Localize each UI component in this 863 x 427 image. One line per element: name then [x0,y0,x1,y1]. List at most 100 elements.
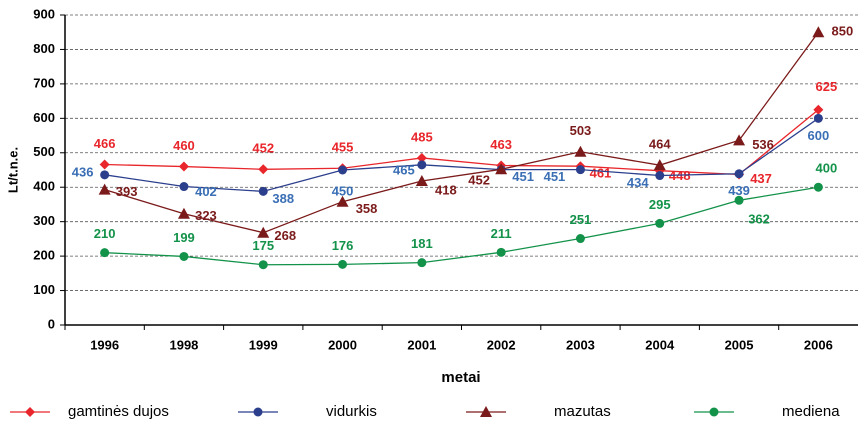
data-label: 460 [173,138,195,153]
data-label: 451 [544,169,566,184]
data-point [417,160,427,170]
y-tick-label: 200 [33,248,55,263]
data-point [812,26,825,38]
data-label: 323 [195,208,217,223]
data-label: 388 [272,191,294,206]
data-label: 439 [728,183,750,198]
data-label: 503 [570,123,592,138]
data-label: 358 [356,201,378,216]
data-label: 463 [490,137,512,152]
data-point [178,161,189,172]
data-point [734,169,744,179]
data-label: 176 [332,238,354,253]
x-tick-label: 2001 [407,337,436,352]
data-point [179,182,189,192]
data-point [336,195,349,207]
data-label: 452 [252,141,274,156]
data-label: 199 [173,230,195,245]
data-label: 210 [94,226,116,241]
data-label: 450 [332,183,354,198]
data-point [813,182,823,192]
data-point [257,226,270,238]
data-point [258,186,268,196]
series-line [104,117,819,193]
data-point [177,207,190,219]
x-tick-label: 1996 [90,337,119,352]
data-label: 393 [116,184,138,199]
x-axis-label: metai [441,369,480,386]
series-line [104,186,819,266]
data-label: 464 [649,137,671,152]
data-label: 181 [411,236,433,251]
data-label: 850 [831,24,853,39]
y-tick-label: 0 [48,316,55,331]
data-point [653,159,666,171]
y-tick-label: 800 [33,41,55,56]
legend-text: mazutas [554,403,611,420]
legend-marker [480,406,492,417]
data-point [496,247,506,257]
data-label: 437 [750,171,772,186]
data-point [415,175,428,187]
y-tick-label: 100 [33,282,55,297]
data-point [495,163,508,175]
legend-marker [709,407,719,417]
data-label: 461 [590,166,612,181]
y-tick-label: 700 [33,75,55,90]
data-label: 211 [491,226,512,241]
data-label: 451 [512,169,534,184]
y-tick-label: 600 [33,110,55,125]
data-point [100,170,110,180]
x-tick-label: 1999 [249,337,278,352]
data-point [100,248,110,258]
y-tick-label: 900 [33,6,55,21]
x-tick-label: 2003 [566,337,595,352]
data-point [574,145,587,157]
data-point [258,164,269,175]
data-label: 625 [815,79,837,94]
data-label: 465 [393,162,415,177]
data-label: 600 [807,128,829,143]
legend-text: gamtinės dujos [68,403,169,420]
data-label: 418 [435,182,457,197]
data-label: 485 [411,129,433,144]
data-label: 362 [748,212,770,227]
data-label: 452 [468,173,490,188]
x-tick-label: 2006 [804,337,833,352]
data-label: 175 [252,238,274,253]
data-label: 268 [274,228,296,243]
legend-marker [253,407,263,417]
data-point [733,134,746,146]
legend-marker [25,407,35,417]
x-tick-label: 2004 [645,337,675,352]
data-point [417,258,427,268]
data-point [98,183,111,195]
y-tick-label: 300 [33,213,55,228]
data-label: 536 [752,137,774,152]
data-label: 466 [94,136,116,151]
y-axis-label: Lt/t.n.e. [5,147,20,193]
x-tick-label: 2005 [725,337,754,352]
data-label: 436 [72,164,94,179]
legend-text: vidurkis [326,403,377,420]
data-label: 295 [649,197,671,212]
series-line [104,109,819,176]
legend-text: mediena [782,403,840,420]
data-point [338,259,348,269]
x-tick-label: 2002 [487,337,516,352]
data-point [575,234,585,244]
data-point [655,218,665,228]
data-label: 434 [627,175,649,190]
data-label: 455 [332,140,354,155]
y-tick-label: 400 [33,179,55,194]
data-point [575,165,585,175]
data-point [813,104,824,115]
data-point [813,113,823,123]
data-label: 400 [815,161,837,176]
data-point [258,260,268,270]
data-point [179,251,189,261]
y-tick-label: 500 [33,144,55,159]
data-point [655,171,665,181]
x-tick-label: 2000 [328,337,357,352]
